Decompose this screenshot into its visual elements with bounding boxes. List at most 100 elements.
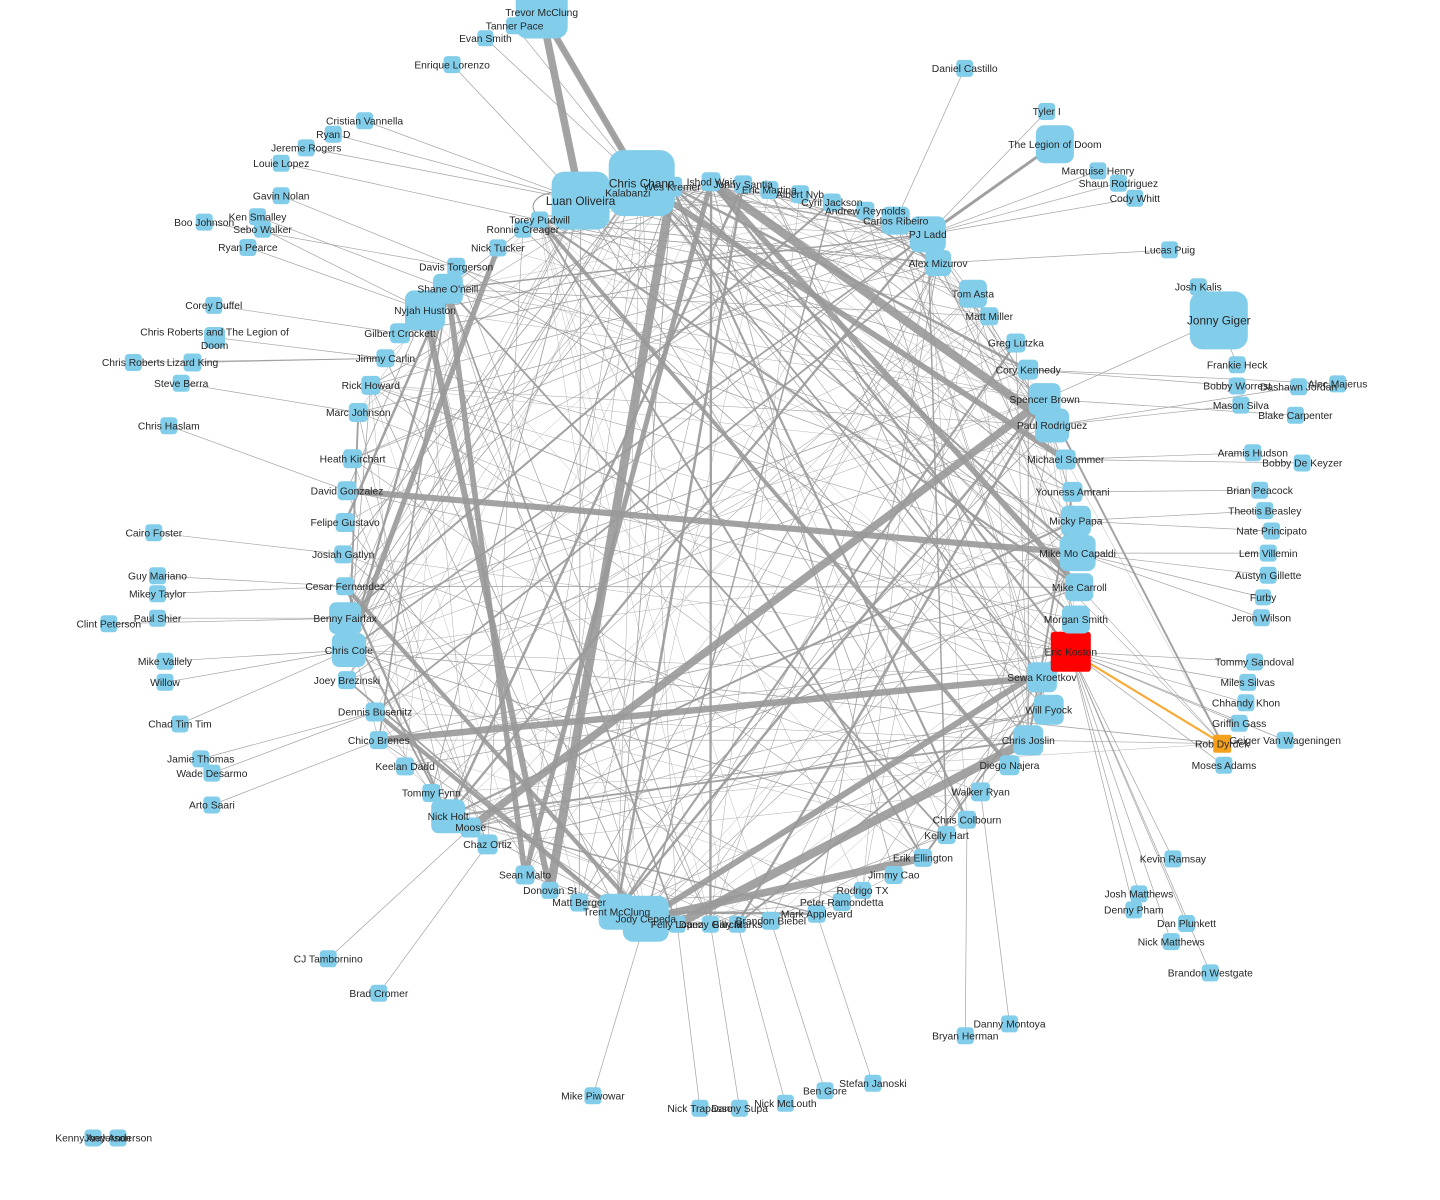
svg-text:Chico Brenes: Chico Brenes <box>348 736 410 747</box>
svg-text:Brian Peacock: Brian Peacock <box>1226 486 1293 497</box>
svg-text:Chris Cole: Chris Cole <box>325 646 373 657</box>
svg-text:Josh Kalis: Josh Kalis <box>1175 283 1222 294</box>
svg-text:Lucas Puig: Lucas Puig <box>1144 246 1195 257</box>
svg-text:Nick McLouth: Nick McLouth <box>754 1099 817 1110</box>
svg-text:Kevin Ramsay: Kevin Ramsay <box>1140 855 1207 866</box>
svg-text:Chris Haslam: Chris Haslam <box>138 422 200 433</box>
svg-text:The Legion of Doom: The Legion of Doom <box>1008 140 1101 151</box>
svg-text:Chris Roberts and The Legion o: Chris Roberts and The Legion of <box>140 328 289 339</box>
svg-text:Youness Amrani: Youness Amrani <box>1035 488 1109 499</box>
svg-text:Mike Piwowar: Mike Piwowar <box>561 1092 625 1103</box>
svg-text:Mikey Taylor: Mikey Taylor <box>129 590 187 601</box>
svg-text:Chhandy Khon: Chhandy Khon <box>1212 699 1280 710</box>
svg-text:Jimmy Cao: Jimmy Cao <box>868 871 920 882</box>
svg-text:Keelan Dadd: Keelan Dadd <box>375 762 435 773</box>
svg-text:Donovan St: Donovan St <box>523 886 577 897</box>
svg-text:Dan Plunkett: Dan Plunkett <box>1157 919 1216 930</box>
svg-text:Marquise Henry: Marquise Henry <box>1062 167 1136 178</box>
svg-text:Chad Tim Tim: Chad Tim Tim <box>148 720 212 731</box>
svg-text:Moses Adams: Moses Adams <box>1192 761 1257 772</box>
svg-text:Geiger Van Wageningen: Geiger Van Wageningen <box>1229 736 1341 747</box>
svg-text:Greg Lutzka: Greg Lutzka <box>988 339 1044 350</box>
svg-text:Chris Joslin: Chris Joslin <box>1002 736 1055 747</box>
svg-text:Rodrigo TX: Rodrigo TX <box>837 886 889 897</box>
svg-text:Tom Asta: Tom Asta <box>952 290 995 301</box>
svg-text:Nyjah Huston: Nyjah Huston <box>394 306 456 317</box>
svg-text:Lizard King: Lizard King <box>167 358 219 369</box>
svg-text:Morgan Smith: Morgan Smith <box>1044 615 1108 626</box>
svg-text:Steve Berra: Steve Berra <box>154 379 209 390</box>
svg-text:Corey Duffel: Corey Duffel <box>185 301 242 312</box>
svg-text:Felipe Gustavo: Felipe Gustavo <box>310 518 380 529</box>
svg-text:Peter Ramondetta: Peter Ramondetta <box>800 898 884 909</box>
svg-text:Austyn Gillette: Austyn Gillette <box>1235 571 1302 582</box>
svg-text:Cory Kennedy: Cory Kennedy <box>996 365 1062 376</box>
svg-text:Cody Whitt: Cody Whitt <box>1110 194 1160 205</box>
svg-text:Lem Villemin: Lem Villemin <box>1239 549 1298 560</box>
svg-text:Luan Oliveira: Luan Oliveira <box>546 194 616 208</box>
svg-text:Mark Appleyard: Mark Appleyard <box>781 910 853 921</box>
svg-text:Chris Colbourn: Chris Colbourn <box>933 816 1002 827</box>
svg-text:Marc Johnson: Marc Johnson <box>326 408 391 419</box>
svg-text:Joey Brezinski: Joey Brezinski <box>314 676 380 687</box>
svg-text:Joey Anderson: Joey Anderson <box>84 1134 152 1145</box>
svg-text:Heath Kirchart: Heath Kirchart <box>320 455 386 466</box>
svg-text:Mike Vallely: Mike Vallely <box>138 657 193 668</box>
svg-text:Ronnie Creager: Ronnie Creager <box>487 225 560 236</box>
svg-text:Nick Matthews: Nick Matthews <box>1138 937 1205 948</box>
svg-text:Frankie Heck: Frankie Heck <box>1207 360 1269 371</box>
svg-text:Ryan D: Ryan D <box>316 130 350 141</box>
svg-text:Stefan Janoski: Stefan Janoski <box>839 1079 907 1090</box>
svg-text:Daniel Castillo: Daniel Castillo <box>932 64 998 75</box>
svg-text:Josiah Gatlyn: Josiah Gatlyn <box>312 550 375 561</box>
svg-text:Doom: Doom <box>201 341 228 352</box>
svg-text:Brandon Westgate: Brandon Westgate <box>1168 969 1253 980</box>
svg-text:Carlos Ribeiro: Carlos Ribeiro <box>863 216 929 227</box>
svg-text:Furby: Furby <box>1250 593 1277 604</box>
svg-text:Matt Miller: Matt Miller <box>966 312 1014 323</box>
svg-text:Ryan Pearce: Ryan Pearce <box>218 243 278 254</box>
svg-text:Gavin Nolan: Gavin Nolan <box>253 192 310 203</box>
svg-text:Blake Carpenter: Blake Carpenter <box>1258 411 1333 422</box>
svg-text:Moose: Moose <box>455 823 486 834</box>
svg-text:Brad Cromer: Brad Cromer <box>349 989 409 1000</box>
svg-text:Alex Mizurov: Alex Mizurov <box>909 259 969 270</box>
svg-text:Erik Ellington: Erik Ellington <box>893 854 953 865</box>
svg-text:Jereme Rogers: Jereme Rogers <box>271 144 341 155</box>
svg-text:Walker Ryan: Walker Ryan <box>951 788 1010 799</box>
svg-text:Tommy Sandoval: Tommy Sandoval <box>1215 658 1294 669</box>
svg-text:CJ Tambornino: CJ Tambornino <box>294 955 363 966</box>
svg-text:Michael Sommer: Michael Sommer <box>1027 455 1105 466</box>
svg-text:Diego Najera: Diego Najera <box>979 761 1039 772</box>
svg-text:Jimmy Carlin: Jimmy Carlin <box>356 354 416 365</box>
svg-text:Davis Torgerson: Davis Torgerson <box>419 262 493 273</box>
svg-text:Benny Fairfax: Benny Fairfax <box>313 614 377 625</box>
svg-text:Shane O'neill: Shane O'neill <box>417 285 478 296</box>
svg-text:Kelly Hart: Kelly Hart <box>924 831 969 842</box>
svg-text:Chaz Ortiz: Chaz Ortiz <box>463 840 512 851</box>
svg-text:Chris Chann: Chris Chann <box>609 176 675 190</box>
svg-text:Sean Malto: Sean Malto <box>499 871 551 882</box>
svg-text:Ken Smalley: Ken Smalley <box>229 212 288 223</box>
svg-text:David Gonzalez: David Gonzalez <box>311 486 384 497</box>
svg-text:Sewa Kroetkov: Sewa Kroetkov <box>1007 673 1077 684</box>
svg-text:Griffin Gass: Griffin Gass <box>1212 719 1266 730</box>
svg-text:Josh Matthews: Josh Matthews <box>1105 890 1174 901</box>
svg-text:Tyler I: Tyler I <box>1033 107 1061 118</box>
svg-text:Jeron Wilson: Jeron Wilson <box>1232 614 1292 625</box>
svg-text:Tanner Pace: Tanner Pace <box>486 22 544 33</box>
svg-text:Jonny Giger: Jonny Giger <box>1187 314 1251 328</box>
svg-text:Cristian Vannella: Cristian Vannella <box>326 117 403 128</box>
svg-text:Will Fyock: Will Fyock <box>1025 705 1073 716</box>
svg-text:Dennis Busenitz: Dennis Busenitz <box>338 708 412 719</box>
svg-text:Miles Silvas: Miles Silvas <box>1221 678 1275 689</box>
svg-text:Rick Howard: Rick Howard <box>342 381 401 392</box>
svg-text:Eric Koston: Eric Koston <box>1044 648 1097 659</box>
svg-text:Jamie Thomas: Jamie Thomas <box>167 755 234 766</box>
svg-text:Dashawn Jordan: Dashawn Jordan <box>1260 383 1338 394</box>
svg-text:Evan Smith: Evan Smith <box>459 34 512 45</box>
svg-text:Mike Carroll: Mike Carroll <box>1052 583 1107 594</box>
svg-text:Bobby De Keyzer: Bobby De Keyzer <box>1262 459 1343 470</box>
svg-text:Denny Pham: Denny Pham <box>1104 906 1164 917</box>
svg-text:Wade Desarmo: Wade Desarmo <box>176 769 247 780</box>
